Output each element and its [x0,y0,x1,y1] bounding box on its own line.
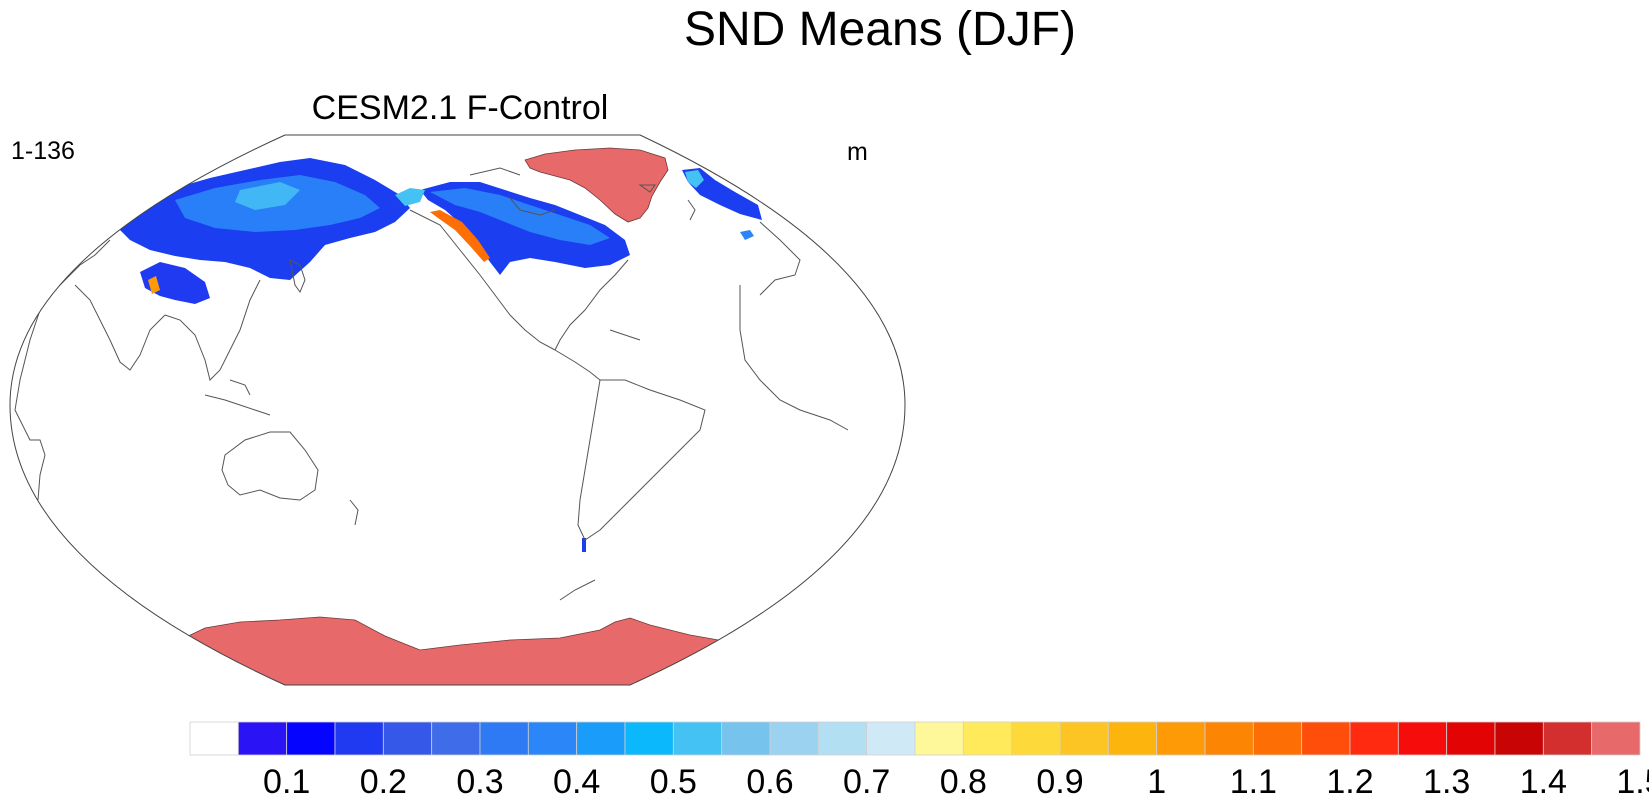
colorbar-box [527,721,578,756]
colorbar-tick-label: 1.1 [1230,763,1277,801]
greenland-ice-sheet [524,147,669,223]
colorbar-box [1011,721,1061,756]
colorbar-tick-label: 0.4 [553,763,600,801]
tibet-snow-peak [148,276,160,294]
alps-snow [740,230,754,240]
units-label: m [847,138,868,166]
colorbar-box [914,721,964,756]
colorbar-box [1156,721,1206,756]
colorbar-box [1252,721,1303,756]
colorbar-box [866,721,916,756]
colorbar-box [1591,721,1641,756]
colorbar-tick-label: 0.8 [940,763,987,801]
colorbar-box [1107,721,1158,756]
colorbar-tick-label: 0.9 [1036,763,1083,801]
colorbar-box [1494,721,1544,756]
colorbar-box [817,721,868,756]
eurasia-snow-deeper [235,182,300,210]
colorbar-box [334,721,384,756]
colorbar-box [672,721,723,756]
colorbar-tick-label: 1 [1147,763,1166,801]
colorbar-box [431,721,481,756]
colorbar-box [1397,721,1448,756]
tibet-snow-cover [140,262,210,304]
colorbar-box [1301,721,1351,756]
map-border [9,134,906,686]
colorbar-box [962,721,1013,756]
colorbar-tick-label: 1.3 [1423,763,1470,801]
colorbar-box [479,721,529,756]
time-range-label: 1-136 [11,137,75,165]
colorbar-box [1542,721,1593,756]
colorbar-box [189,721,239,756]
colorbar-box [769,721,819,756]
colorbar-tick-label: 1.5 [1616,763,1649,801]
colorbar-box [1446,721,1496,756]
colorbar-tick-label: 1.4 [1520,763,1567,801]
colorbar-tick-label: 0.3 [456,763,503,801]
main-title: SND Means (DJF) [683,3,1077,56]
colorbar-box [286,721,336,756]
scandinavia-snow-deep [685,170,704,188]
colorbar-boxes [189,721,1641,756]
colorbar-labels: 0.1 0.2 0.3 0.4 0.5 0.6 0.7 0.8 0.9 1 1.1 1.2 1.3 1.4… [263,763,1649,801]
colorbar-box [382,721,433,756]
colorbar-box [237,721,288,756]
colorbar-box [721,721,771,756]
colorbar-tick-label: 0.5 [650,763,697,801]
colorbar-box [576,721,626,756]
colorbar-box [1204,721,1254,756]
patagonia-snow [582,538,586,552]
colorbar-box [1349,721,1399,756]
colorbar-box [624,721,674,756]
colorbar-tick-label: 1.2 [1326,763,1373,801]
colorbar-box [1059,721,1109,756]
coastlines [14,167,849,601]
alaska-snow [395,188,425,206]
north-america-snow-deep [430,188,610,245]
colorbar-tick-label: 0.6 [746,763,793,801]
colorbar-tick-label: 0.1 [263,763,310,801]
colorbar-tick-label: 0.7 [843,763,890,801]
colorbar-tick-label: 0.2 [360,763,407,801]
panel-title: CESM2.1 F-Control [311,89,609,127]
rockies-snow-peak [430,210,490,262]
